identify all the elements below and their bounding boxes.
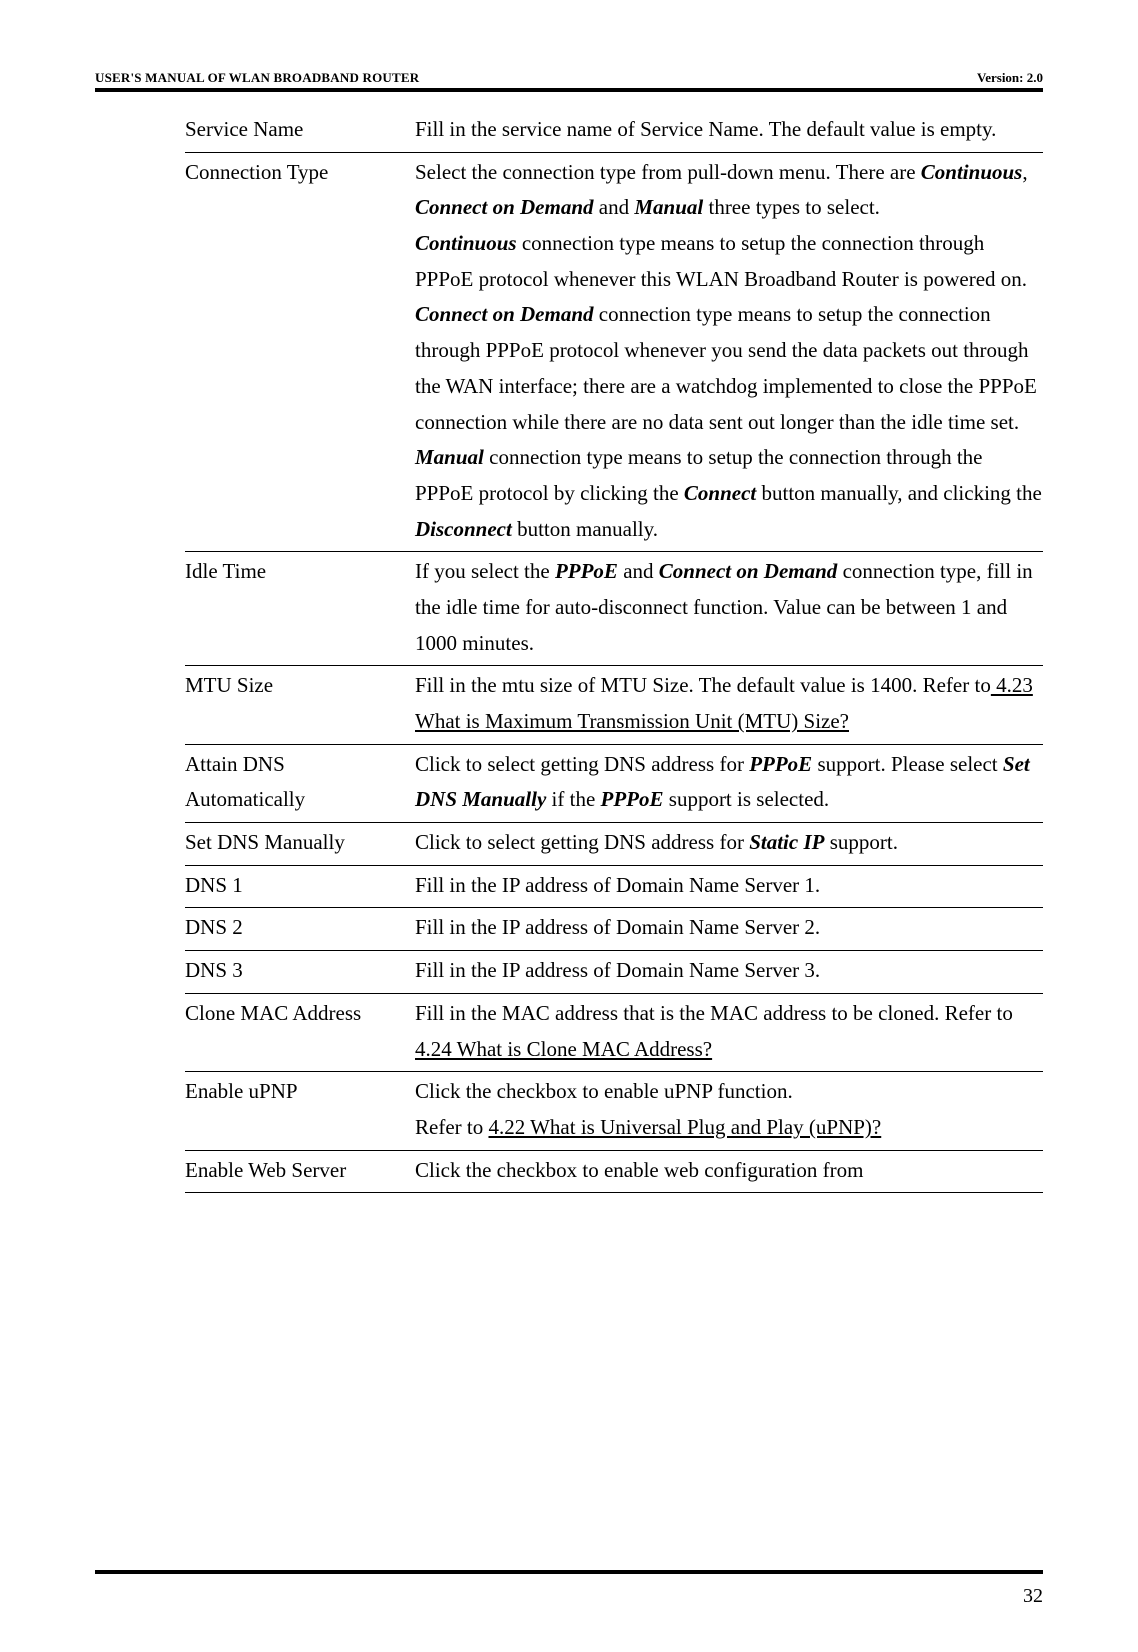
term: DNS 1 <box>185 868 415 904</box>
row-enable-upnp: Enable uPNP Click the checkbox to enable… <box>185 1072 1043 1150</box>
row-mtu-size: MTU Size Fill in the mtu size of MTU Siz… <box>185 666 1043 744</box>
desc: Fill in the mtu size of MTU Size. The de… <box>415 668 1043 739</box>
definition-table: Service Name Fill in the service name of… <box>185 110 1043 1193</box>
text-bi: Connect on Demand <box>415 302 594 326</box>
text-bi: Connect on Demand <box>415 195 594 219</box>
term: Enable Web Server <box>185 1153 415 1189</box>
row-dns1: DNS 1 Fill in the IP address of Domain N… <box>185 866 1043 909</box>
row-attain-dns: Attain DNS Automatically Click to select… <box>185 745 1043 823</box>
text: Select the connection type from pull-dow… <box>415 160 921 184</box>
text: support. Please select <box>812 752 1003 776</box>
row-clone-mac: Clone MAC Address Fill in the MAC addres… <box>185 994 1043 1072</box>
text-bi: Manual <box>634 195 703 219</box>
text: support. <box>824 830 898 854</box>
text: Fill in the mtu size of MTU Size. The de… <box>415 673 991 697</box>
text-bi: Continuous <box>921 160 1023 184</box>
text: Click to select getting DNS address for <box>415 830 749 854</box>
desc: Fill in the IP address of Domain Name Se… <box>415 868 1043 904</box>
text: and <box>594 195 635 219</box>
link-upnp[interactable]: 4.22 What is Universal Plug and Play (uP… <box>488 1115 881 1139</box>
row-dns3: DNS 3 Fill in the IP address of Domain N… <box>185 951 1043 994</box>
row-enable-web-server: Enable Web Server Click the checkbox to … <box>185 1151 1043 1194</box>
row-set-dns-manually: Set DNS Manually Click to select getting… <box>185 823 1043 866</box>
desc: If you select the PPPoE and Connect on D… <box>415 554 1043 661</box>
desc: Fill in the IP address of Domain Name Se… <box>415 910 1043 946</box>
term: DNS 3 <box>185 953 415 989</box>
header-left: USER'S MANUAL OF WLAN BROADBAND ROUTER <box>95 70 419 86</box>
desc: Click the checkbox to enable uPNP functi… <box>415 1074 1043 1145</box>
text: If you select the <box>415 559 555 583</box>
text: Click the checkbox to enable uPNP functi… <box>415 1074 1043 1110</box>
text-bi: Manual <box>415 445 484 469</box>
term: Enable uPNP <box>185 1074 415 1145</box>
text-bi: PPPoE <box>555 559 618 583</box>
row-dns2: DNS 2 Fill in the IP address of Domain N… <box>185 908 1043 951</box>
term: Idle Time <box>185 554 415 661</box>
row-service-name: Service Name Fill in the service name of… <box>185 110 1043 153</box>
term: Service Name <box>185 112 415 148</box>
text: Refer to <box>415 1115 488 1139</box>
link-clone-mac[interactable]: 4.24 What is Clone MAC Address? <box>415 1037 712 1061</box>
row-idle-time: Idle Time If you select the PPPoE and Co… <box>185 552 1043 666</box>
text-bi: Connect on Demand <box>659 559 838 583</box>
desc: Click to select getting DNS address for … <box>415 825 1043 861</box>
desc: Select the connection type from pull-dow… <box>415 155 1043 548</box>
text: button manually. <box>512 517 658 541</box>
desc: Fill in the service name of Service Name… <box>415 112 1043 148</box>
desc: Fill in the IP address of Domain Name Se… <box>415 953 1043 989</box>
row-connection-type: Connection Type Select the connection ty… <box>185 153 1043 553</box>
term-line2: Automatically <box>185 782 415 818</box>
text-bi: Continuous <box>415 231 517 255</box>
text-bi: PPPoE <box>749 752 812 776</box>
page-number: 32 <box>1023 1585 1043 1608</box>
term: Clone MAC Address <box>185 996 415 1067</box>
text: three types to select. <box>703 195 880 219</box>
term: Attain DNS Automatically <box>185 747 415 818</box>
header-right: Version: 2.0 <box>977 70 1043 86</box>
text-bi: Connect <box>684 481 756 505</box>
text-bi: Static IP <box>749 830 824 854</box>
term-line1: Attain DNS <box>185 747 415 783</box>
term: MTU Size <box>185 668 415 739</box>
footer-rule <box>95 1570 1043 1574</box>
term: DNS 2 <box>185 910 415 946</box>
desc: Click the checkbox to enable web configu… <box>415 1153 1043 1189</box>
term: Set DNS Manually <box>185 825 415 861</box>
text: and <box>618 559 659 583</box>
text: support is selected. <box>664 787 830 811</box>
text: , <box>1022 160 1027 184</box>
text: if the <box>546 787 600 811</box>
text: button manually, and clicking the <box>756 481 1042 505</box>
text: Click to select getting DNS address for <box>415 752 749 776</box>
text: Fill in the MAC address that is the MAC … <box>415 1001 1013 1025</box>
desc: Fill in the MAC address that is the MAC … <box>415 996 1043 1067</box>
page-header: USER'S MANUAL OF WLAN BROADBAND ROUTER V… <box>95 70 1043 86</box>
desc: Click to select getting DNS address for … <box>415 747 1043 818</box>
text-bi: PPPoE <box>601 787 664 811</box>
header-rule <box>95 88 1043 92</box>
term: Connection Type <box>185 155 415 548</box>
text-bi: Disconnect <box>415 517 512 541</box>
